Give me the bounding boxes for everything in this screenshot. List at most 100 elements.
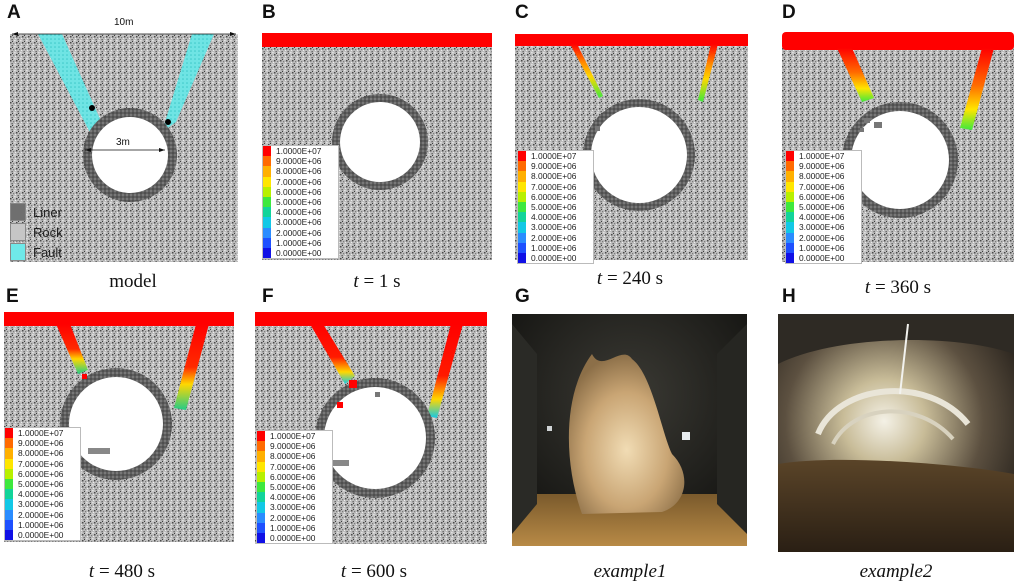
pressure-value: 6.0000E+06 — [18, 468, 64, 479]
pressure-value: 9.0000E+06 — [799, 161, 845, 172]
pressure-legend-d: 1.0000E+07 9.0000E+06 8.0000E+06 7.0000E+06… — [785, 150, 862, 265]
pressure-swatch — [263, 217, 271, 228]
pressure-swatch — [263, 227, 271, 238]
pressure-swatch — [263, 186, 271, 197]
caption-b-rest: = 1 s — [358, 271, 401, 292]
pressure-value: 4.0000E+06 — [18, 489, 64, 500]
pressure-swatch — [257, 512, 265, 523]
pressure-legend-row: 4.0000E+06 — [257, 492, 332, 503]
legend-item-fault: Fault — [10, 242, 63, 262]
pressure-legend-row: 5.0000E+06 — [263, 196, 338, 208]
pressure-legend-row: 4.0000E+06 — [5, 489, 80, 500]
pressure-value: 2.0000E+06 — [18, 509, 64, 520]
pressure-value: 8.0000E+06 — [18, 448, 64, 459]
pressure-swatch — [5, 529, 13, 541]
pressure-swatch — [786, 191, 794, 202]
pressure-swatch — [257, 522, 265, 533]
pressure-legend-row: 3.0000E+06 — [786, 222, 861, 233]
pressure-value: 8.0000E+06 — [270, 451, 316, 462]
pressure-legend-row: 0.0000E+00 — [518, 252, 593, 264]
pressure-legend-row: 1.0000E+06 — [518, 242, 593, 253]
pressure-value: 2.0000E+06 — [531, 232, 577, 243]
caption-c: t = 240 s — [510, 268, 750, 290]
pressure-value: 4.0000E+06 — [531, 212, 577, 223]
pressure-legend-row: 6.0000E+06 — [263, 186, 338, 197]
caption-f: t = 600 s — [254, 561, 494, 583]
pressure-legend-row: 7.0000E+06 — [5, 458, 80, 469]
pressure-swatch — [257, 431, 265, 442]
pressure-legend-row: 1.0000E+06 — [786, 242, 861, 253]
caption-d: t = 360 s — [778, 277, 1017, 299]
pressure-legend-e: 1.0000E+07 9.0000E+06 8.0000E+06 7.0000E+06… — [4, 427, 81, 542]
pressure-value: 1.0000E+07 — [531, 151, 577, 162]
pressure-value: 1.0000E+07 — [276, 146, 322, 157]
pressure-legend-row: 9.0000E+06 — [518, 161, 593, 172]
caption-d-rest: = 360 s — [870, 277, 932, 298]
pressure-swatch — [5, 489, 13, 500]
pressure-swatch — [5, 458, 13, 469]
pressure-legend-row: 4.0000E+06 — [518, 212, 593, 223]
pressure-swatch — [518, 212, 526, 223]
pressure-swatch — [518, 201, 526, 213]
pressure-value: 5.0000E+06 — [531, 202, 577, 213]
pressure-legend-row: 1.0000E+06 — [5, 519, 80, 530]
panel-label-a: A — [7, 2, 21, 23]
pressure-swatch — [263, 156, 271, 167]
pressure-value: 9.0000E+06 — [531, 161, 577, 172]
pressure-legend-row: 1.0000E+07 — [257, 431, 332, 442]
pressure-legend-row: 2.0000E+06 — [786, 232, 861, 243]
pressure-swatch — [257, 441, 265, 452]
pressure-legend-row: 0.0000E+00 — [5, 529, 80, 541]
pressure-swatch — [257, 492, 265, 503]
legend-item-rock: Rock — [10, 222, 63, 242]
pressure-swatch — [786, 232, 794, 243]
pressure-value: 7.0000E+06 — [18, 458, 64, 469]
pressure-legend-row: 3.0000E+06 — [257, 502, 332, 513]
pressure-value: 2.0000E+06 — [276, 227, 322, 238]
pressure-value: 8.0000E+06 — [799, 171, 845, 182]
panel-label-h: H — [782, 286, 796, 307]
pressure-legend-row: 5.0000E+06 — [786, 201, 861, 213]
caption-d-t: t — [864, 277, 871, 298]
pressure-legend-row: 0.0000E+00 — [257, 532, 332, 544]
caption-g-text: example1 — [593, 561, 667, 582]
pressure-value: 3.0000E+06 — [276, 217, 322, 228]
pressure-swatch — [5, 448, 13, 459]
pressure-swatch — [263, 247, 271, 259]
caption-h-text: example2 — [859, 561, 933, 582]
pressure-value: 1.0000E+06 — [18, 519, 64, 530]
pressure-value: 1.0000E+06 — [799, 242, 845, 253]
pressure-legend-row: 8.0000E+06 — [518, 171, 593, 182]
pressure-swatch — [257, 502, 265, 513]
caption-c-rest: = 240 s — [602, 268, 664, 289]
pressure-legend-row: 9.0000E+06 — [263, 156, 338, 167]
model-legend: Liner Rock Fault — [10, 202, 63, 262]
pressure-swatch — [518, 252, 526, 264]
pressure-legend-row: 2.0000E+06 — [518, 232, 593, 243]
pressure-swatch — [5, 499, 13, 510]
pressure-swatch — [263, 166, 271, 177]
pressure-value: 3.0000E+06 — [799, 222, 845, 233]
pressure-value: 1.0000E+06 — [270, 522, 316, 533]
pressure-legend-row: 6.0000E+06 — [518, 191, 593, 202]
pressure-legend-row: 6.0000E+06 — [5, 468, 80, 479]
pressure-value: 3.0000E+06 — [531, 222, 577, 233]
pressure-value: 8.0000E+06 — [531, 171, 577, 182]
pressure-value: 2.0000E+06 — [270, 512, 316, 523]
pressure-value: 0.0000E+00 — [18, 529, 64, 540]
pressure-swatch — [263, 237, 271, 248]
pressure-value: 1.0000E+06 — [276, 237, 322, 248]
pressure-value: 7.0000E+06 — [799, 181, 845, 192]
rock-swatch — [10, 223, 26, 241]
pressure-value: 7.0000E+06 — [531, 181, 577, 192]
pressure-swatch — [263, 207, 271, 218]
pressure-value: 0.0000E+00 — [531, 252, 577, 263]
pressure-value: 5.0000E+06 — [799, 202, 845, 213]
pressure-swatch — [263, 176, 271, 187]
pressure-swatch — [263, 146, 271, 157]
pressure-legend-row: 2.0000E+06 — [5, 509, 80, 520]
pressure-swatch — [786, 161, 794, 172]
legend-label-fault: Fault — [33, 244, 62, 260]
pressure-value: 0.0000E+00 — [276, 247, 322, 258]
pressure-value: 0.0000E+00 — [270, 532, 316, 543]
